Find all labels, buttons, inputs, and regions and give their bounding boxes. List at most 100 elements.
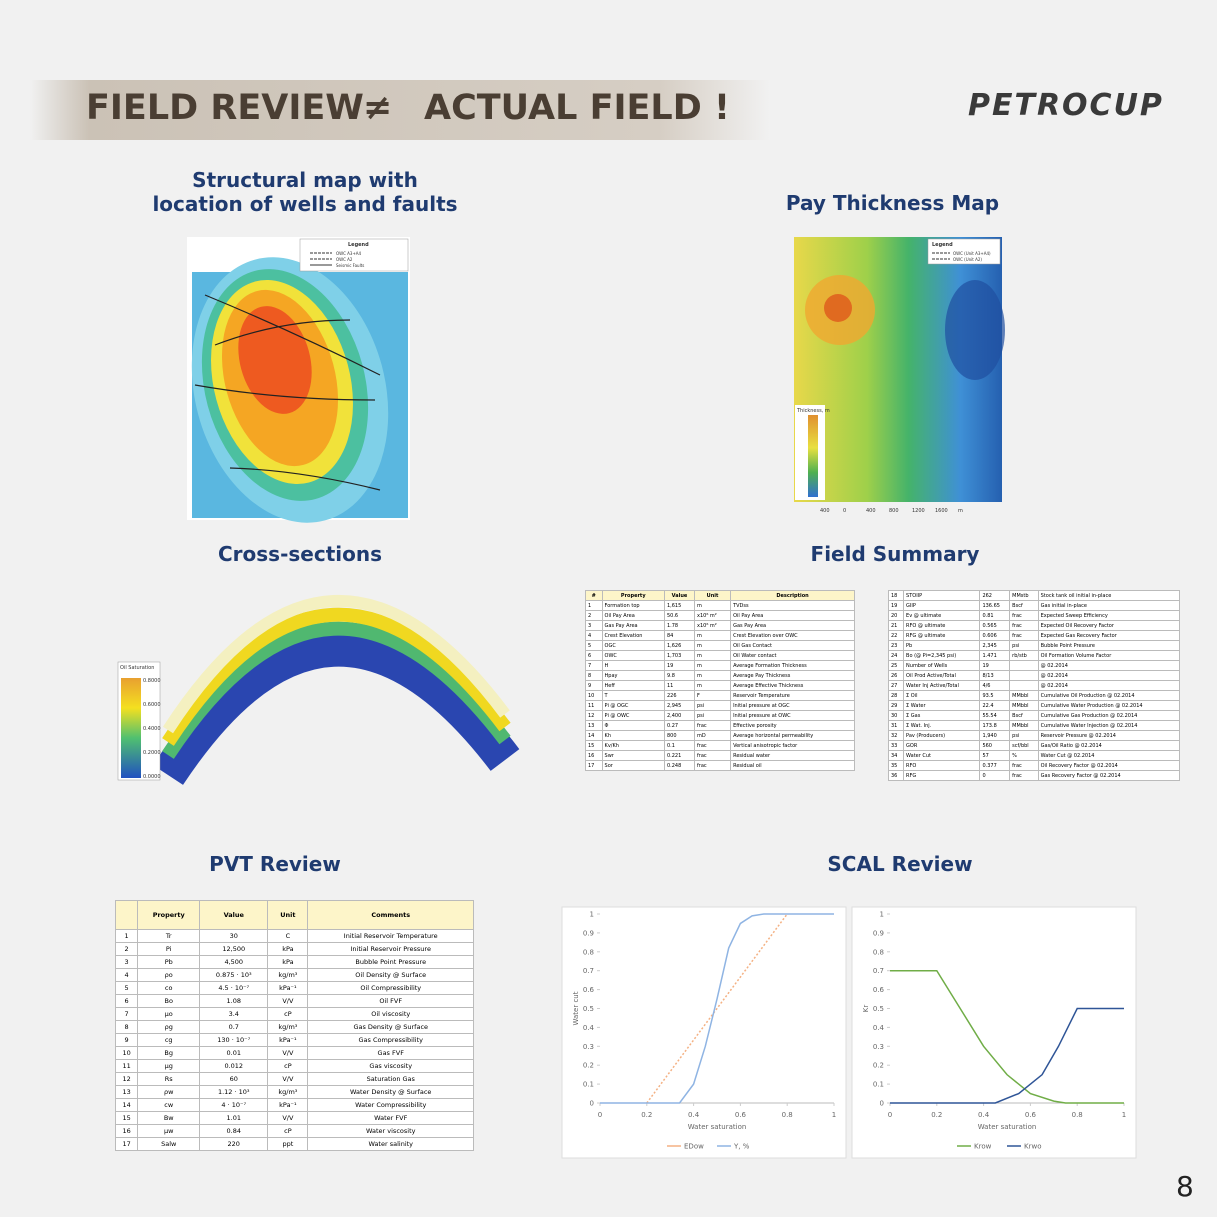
x-tick-label: 0 xyxy=(888,1111,892,1119)
table-cell: Cumulative Water Production @ 02.2014 xyxy=(1037,700,1181,711)
table-cell: 800 xyxy=(663,730,696,741)
table-cell: 32 xyxy=(887,730,905,741)
table-cell xyxy=(1009,660,1039,671)
y-tick-label: 0.5 xyxy=(583,1005,594,1013)
table-cell: frac xyxy=(693,760,732,771)
table-cell: RFG xyxy=(903,770,981,781)
table-cell: Swr xyxy=(601,750,665,761)
table-cell: 16 xyxy=(114,1124,139,1138)
table-cell: T xyxy=(601,690,665,701)
table-cell: kg/m³ xyxy=(267,1020,309,1034)
x-tick-label: 0.4 xyxy=(688,1111,700,1119)
table-cell: MMstb xyxy=(1009,590,1039,601)
table-row: 2 Oil Pay Area 50.6 x10⁶ m² Oil Pay Area xyxy=(585,610,855,621)
table-cell: 3 xyxy=(585,620,603,631)
table-cell: 18 xyxy=(887,590,905,601)
table-cell: 30 xyxy=(199,929,269,943)
table-cell: cP xyxy=(267,1059,309,1073)
table-cell: Gas viscosity xyxy=(307,1059,474,1073)
table-cell: 12,500 xyxy=(199,942,269,956)
table-cell: Vertical anisotropic factor xyxy=(730,740,855,751)
y-tick-label: 0.3 xyxy=(873,1043,884,1051)
table-cell: Gas initial in-place xyxy=(1037,600,1181,611)
header-cell: Comments xyxy=(307,900,474,930)
table-cell: % xyxy=(1009,750,1039,761)
section-title: Structural map with location of wells and… xyxy=(150,168,460,216)
table-row: 18 STOIIP 262 MMstb Stock tank oil initial i… xyxy=(887,590,1181,601)
table-cell: Gas FVF xyxy=(307,1046,474,1060)
table-cell: cw xyxy=(137,1098,201,1112)
section-title: PVT Review xyxy=(209,852,341,876)
table-cell: 12 xyxy=(114,1072,139,1086)
table-cell: co xyxy=(137,981,201,995)
table-row: 22 RFG @ ultimate 0.606 frac Expected Gas Re… xyxy=(887,630,1181,641)
section-title: Pay Thickness Map xyxy=(785,191,1000,215)
table-row: 8 ρg 0.7 kg/m³ Gas Density @ Surface xyxy=(114,1020,474,1034)
table-cell: OGC xyxy=(601,640,665,651)
table-row: 19 GIIP 136.65 Bscf Gas initial in-place xyxy=(887,600,1181,611)
table-row: 27 Water Inj Active/Total 4/6 @ 02.2014 xyxy=(887,680,1181,691)
table-cell: OWC xyxy=(601,650,665,661)
table-cell: cP xyxy=(267,1124,309,1138)
table-cell: 0.606 xyxy=(979,630,1011,641)
legend-item: OWC A2 xyxy=(336,257,353,262)
table-cell: 1,626 xyxy=(663,640,696,651)
table-cell: 4.5 · 10⁻⁷ xyxy=(199,981,269,995)
table-cell: 84 xyxy=(663,630,696,641)
table-cell: m xyxy=(693,600,732,611)
table-cell: scf/bbl xyxy=(1009,740,1039,751)
table-cell: Water FVF xyxy=(307,1111,474,1125)
table-cell: MMbbl xyxy=(1009,690,1039,701)
table-cell: Reservoir Pressure @ 02.2014 xyxy=(1037,730,1181,741)
table-cell: Oil Pay Area xyxy=(601,610,665,621)
series-line xyxy=(600,913,834,1104)
scale-label: 1600 xyxy=(935,508,948,514)
table-cell: 3 xyxy=(114,955,139,969)
table-cell: 173.8 xyxy=(979,720,1011,731)
table-cell: 11 xyxy=(663,680,696,691)
table-cell: frac xyxy=(693,740,732,751)
table-cell: Formation top xyxy=(601,600,665,611)
table-cell: Water Inj Active/Total xyxy=(903,680,981,691)
header-cell xyxy=(114,900,139,930)
x-tick-label: 1 xyxy=(832,1111,836,1119)
table-cell: V/V xyxy=(267,1072,309,1086)
legend-label: Krow xyxy=(974,1143,992,1151)
table-row: 15 Kv/Kh 0.1 frac Vertical anisotropic facto… xyxy=(585,740,855,751)
table-cell: 7 xyxy=(114,1007,139,1021)
x-tick-label: 0.2 xyxy=(641,1111,652,1119)
table-cell: 29 xyxy=(887,700,905,711)
legend-title: Legend xyxy=(348,242,369,248)
table-cell: 30 xyxy=(887,710,905,721)
table-cell: Tr xyxy=(137,929,201,943)
table-cell: Pi xyxy=(137,942,201,956)
x-tick-label: 0 xyxy=(598,1111,602,1119)
table-cell: 11 xyxy=(585,700,603,711)
table-row: 36 RFG 0 frac Gas Recovery Factor @ 02.2014 xyxy=(887,770,1181,781)
pay-thickness-map xyxy=(794,237,1005,502)
y-tick-label: 0.7 xyxy=(873,967,884,975)
table-cell: Average Pay Thickness xyxy=(730,670,855,681)
table-row: 29 Σ Water 22.4 MMbbl Cumulative Water Produ… xyxy=(887,700,1181,711)
table-row: 10 Bg 0.01 V/V Gas FVF xyxy=(114,1046,474,1060)
table-cell: m xyxy=(693,630,732,641)
legend-label: Y, % xyxy=(733,1143,750,1151)
table-row: 4 Crest Elevation 84 m Crest Elevation over … xyxy=(585,630,855,641)
table-cell: 10 xyxy=(585,690,603,701)
table-cell: 0.221 xyxy=(663,750,696,761)
table-cell: Oil Pay Area xyxy=(730,610,855,621)
table-cell: MMbbl xyxy=(1009,700,1039,711)
table-cell: Cumulative Water Injection @ 02.2014 xyxy=(1037,720,1181,731)
x-tick-label: 0.8 xyxy=(1072,1111,1083,1119)
header-cell: Description xyxy=(730,590,855,601)
table-cell: Pi @ OGC xyxy=(601,700,665,711)
table-cell: 11 xyxy=(114,1059,139,1073)
table-cell: 8/13 xyxy=(979,670,1011,681)
table-cell: psi xyxy=(693,700,732,711)
table-cell: μg xyxy=(137,1059,201,1073)
table-cell: Pav (Producers) xyxy=(903,730,981,741)
table-cell: 57 xyxy=(979,750,1011,761)
table-cell: psi xyxy=(693,710,732,721)
table-cell: ρo xyxy=(137,968,201,982)
series-line xyxy=(890,969,1124,1104)
